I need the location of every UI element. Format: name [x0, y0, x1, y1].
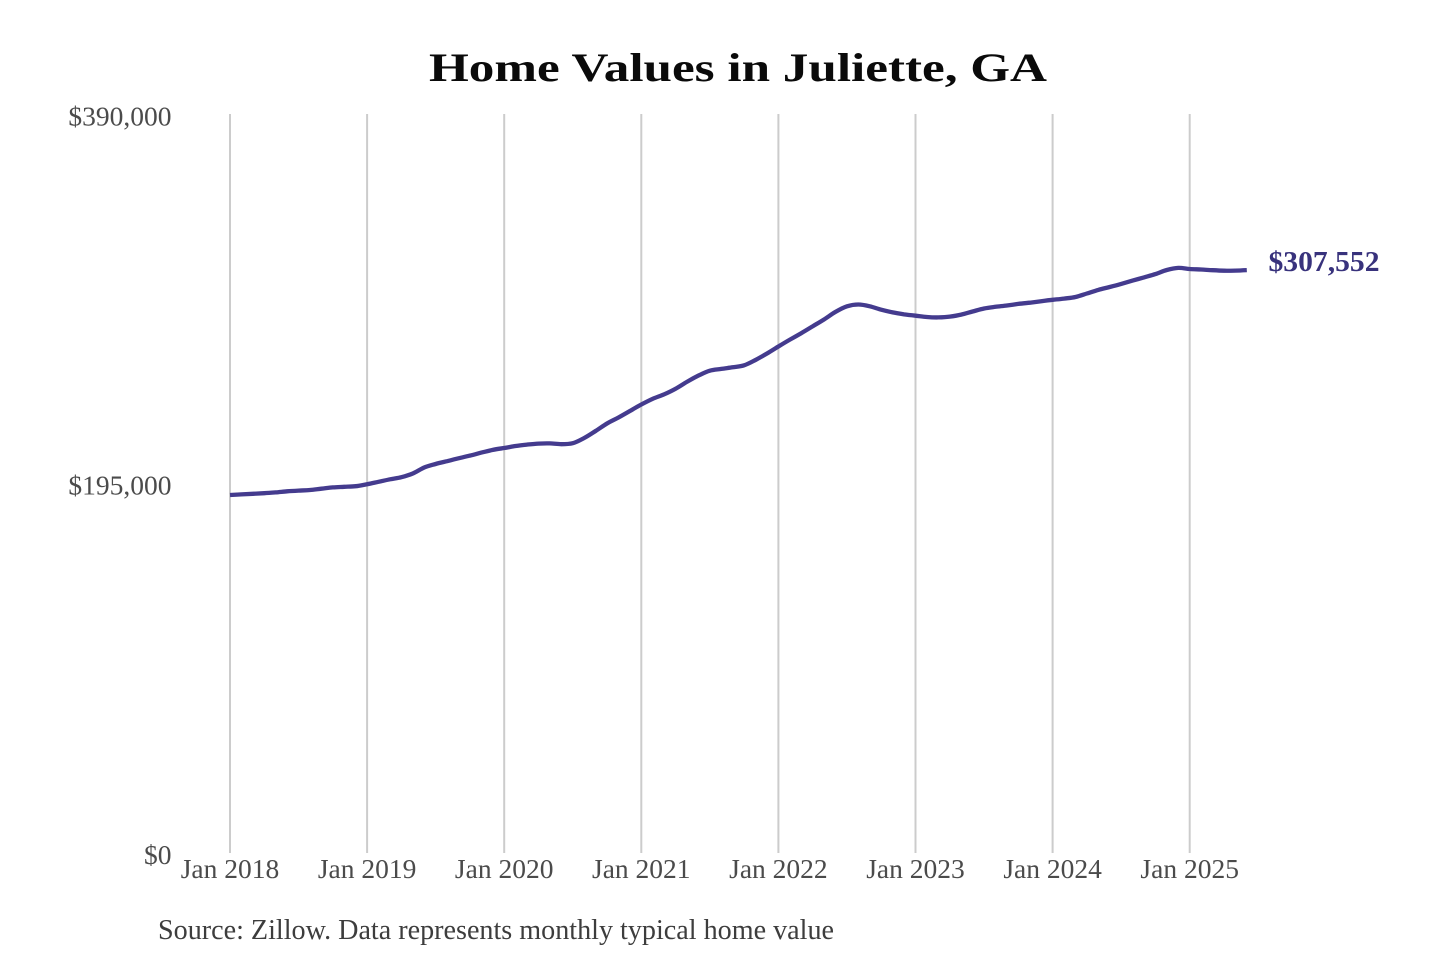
svg-text:Jan 2024: Jan 2024 [1003, 853, 1102, 884]
svg-text:Jan 2018: Jan 2018 [181, 853, 280, 884]
svg-text:$195,000: $195,000 [68, 470, 171, 501]
svg-text:Home Values in Juliette, GA: Home Values in Juliette, GA [429, 45, 1047, 90]
svg-text:Source: Zillow. Data represent: Source: Zillow. Data represents monthly … [158, 915, 834, 946]
svg-text:Jan 2020: Jan 2020 [455, 853, 554, 884]
svg-text:Jan 2021: Jan 2021 [592, 853, 691, 884]
svg-text:Jan 2023: Jan 2023 [866, 853, 965, 884]
svg-text:Jan 2019: Jan 2019 [318, 853, 417, 884]
svg-text:Jan 2022: Jan 2022 [729, 853, 828, 884]
svg-text:$390,000: $390,000 [68, 101, 171, 132]
svg-text:Jan 2025: Jan 2025 [1140, 853, 1239, 884]
svg-text:$0: $0 [144, 839, 172, 870]
svg-text:$307,552: $307,552 [1269, 246, 1380, 278]
